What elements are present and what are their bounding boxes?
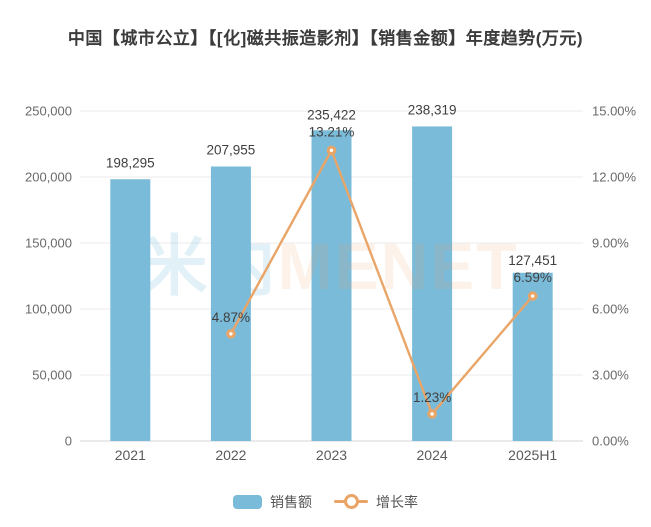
growth-marker-center-2022 bbox=[229, 332, 233, 336]
x-axis-label-2024: 2024 bbox=[417, 447, 448, 463]
y-axis-tick-left: 150,000 bbox=[25, 236, 72, 251]
growth-marker-center-2025H1 bbox=[531, 294, 535, 298]
growth-marker-center-2023 bbox=[329, 148, 334, 153]
x-axis-label-2023: 2023 bbox=[316, 447, 347, 463]
line-legend-marker-icon bbox=[344, 494, 359, 509]
bar-value-label-2025H1: 127,451 bbox=[508, 253, 557, 268]
y-axis-tick-right: 3.00% bbox=[592, 368, 629, 383]
bar-value-label-2023: 235,422 bbox=[307, 107, 356, 122]
growth-value-label-2024: 1.23% bbox=[413, 390, 451, 405]
x-axis-label-2022: 2022 bbox=[215, 447, 246, 463]
legend-item-sales[interactable]: 销售额 bbox=[233, 492, 312, 512]
growth-value-label-2022: 4.87% bbox=[212, 310, 250, 325]
y-axis-tick-right: 9.00% bbox=[592, 236, 629, 251]
y-axis-tick-left: 200,000 bbox=[25, 170, 72, 185]
legend-item-growth[interactable]: 增长率 bbox=[334, 492, 418, 512]
y-axis-tick-right: 12.00% bbox=[592, 170, 637, 185]
growth-line bbox=[229, 149, 534, 416]
x-axis-label-2021: 2021 bbox=[115, 447, 146, 463]
y-axis-tick-left: 0 bbox=[65, 434, 72, 449]
watermark: 米内MENET bbox=[142, 229, 519, 303]
bar-value-label-2024: 238,319 bbox=[408, 102, 457, 117]
legend-label-sales: 销售额 bbox=[270, 494, 312, 510]
y-axis-tick-right: 15.00% bbox=[592, 104, 637, 119]
y-axis-tick-left: 250,000 bbox=[25, 104, 72, 119]
growth-marker-center-2024 bbox=[430, 412, 434, 416]
bar-value-label-2021: 198,295 bbox=[106, 155, 155, 170]
x-axis-label-2025H1: 2025H1 bbox=[508, 447, 557, 463]
y-axis-tick-right: 0.00% bbox=[592, 434, 629, 449]
growth-value-label-2023: 13.21% bbox=[309, 124, 355, 139]
bar-value-label-2022: 207,955 bbox=[206, 142, 255, 157]
line-legend-swatch bbox=[334, 494, 368, 510]
legend: 销售额 增长率 bbox=[0, 492, 651, 512]
y-axis-tick-right: 6.00% bbox=[592, 302, 629, 317]
growth-value-label-2025H1: 6.59% bbox=[514, 270, 552, 285]
bar-2021[interactable] bbox=[110, 179, 151, 441]
bar-2022[interactable] bbox=[210, 166, 251, 442]
chart-title: 中国【城市公立】【[化]磁共振造影剂】【销售金额】年度趋势(万元) bbox=[67, 29, 584, 48]
bar-legend-swatch bbox=[233, 495, 262, 509]
y-axis-tick-left: 50,000 bbox=[32, 368, 72, 383]
y-axis-tick-left: 100,000 bbox=[25, 302, 72, 317]
legend-label-growth: 增长率 bbox=[376, 494, 418, 510]
bar-2024[interactable] bbox=[412, 126, 453, 442]
